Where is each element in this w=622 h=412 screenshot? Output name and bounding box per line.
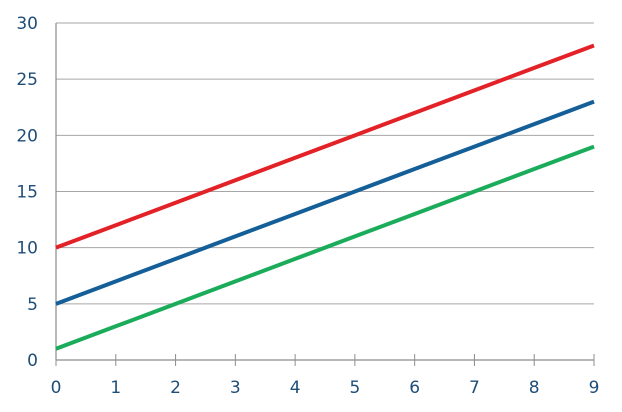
x-tick-label: 2	[170, 378, 181, 398]
x-tick-label: 5	[349, 378, 360, 398]
y-tick-label: 5	[27, 295, 38, 315]
series-line-3	[55, 144, 595, 351]
tick-labels: 0 5 10 15 20 25 30 0 1 2 3 4 5 6 7 8 9	[16, 14, 599, 398]
x-tick-label: 1	[110, 378, 121, 398]
x-tick-label: 3	[230, 378, 241, 398]
x-tick-label: 7	[469, 378, 480, 398]
series-line-2	[55, 99, 595, 306]
x-tick-label: 6	[409, 378, 420, 398]
x-tick-label: 9	[589, 378, 600, 398]
y-tick-label: 10	[16, 239, 38, 259]
series-line-1	[55, 43, 595, 250]
series-lines	[55, 43, 595, 351]
y-tick-label: 20	[16, 126, 38, 146]
gridlines	[56, 22, 594, 305]
y-tick-label: 25	[16, 70, 38, 90]
y-tick-label: 15	[16, 183, 38, 203]
x-tick-label: 8	[529, 378, 540, 398]
y-tick-label: 30	[16, 14, 38, 34]
y-tick-label: 0	[27, 351, 38, 371]
x-tick-label: 4	[290, 378, 301, 398]
x-tick-label: 0	[51, 378, 62, 398]
